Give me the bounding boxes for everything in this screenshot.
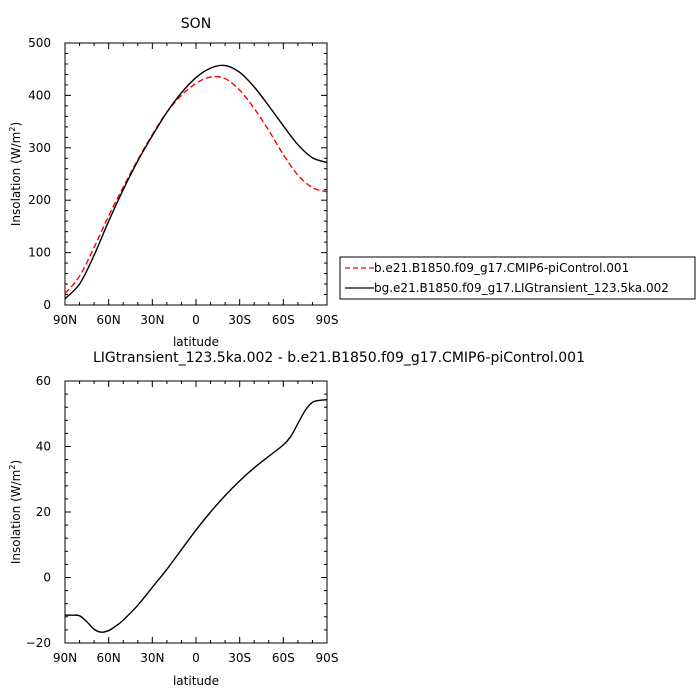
bottom-x-tick-label: 30N <box>140 651 164 665</box>
top-x-tick-label: 60S <box>272 313 295 327</box>
top-series-line-1 <box>64 64 328 300</box>
top-y-tick-label: 100 <box>28 246 51 260</box>
bottom-y-tick-label: 60 <box>36 374 51 388</box>
top-y-tick-label: 0 <box>43 298 51 312</box>
bottom-x-tick-label: 30S <box>228 651 251 665</box>
bottom-y-tick-label: 40 <box>36 440 51 454</box>
svg-text:Insolation (W/m2): Insolation (W/m2) <box>8 460 23 564</box>
bottom-y-axis-label-sup: 2 <box>8 465 17 470</box>
top-x-axis-label: latitude <box>173 335 219 349</box>
bottom-x-tick-label: 60S <box>272 651 295 665</box>
top-y-tick-label: 300 <box>28 141 51 155</box>
top-plot-frame <box>64 42 328 306</box>
top-series-line-0 <box>64 75 328 294</box>
legend-box <box>339 256 696 300</box>
bottom-y-axis-label: Insolation (W/m2) <box>8 460 23 564</box>
bottom-x-axis-label: latitude <box>173 674 219 688</box>
top-y-axis-label-close: ) <box>9 122 23 127</box>
chart-bottom: LIGtransient_123.5ka.002 - b.e21.B1850.f… <box>8 350 585 688</box>
bottom-y-tick-label: 20 <box>36 505 51 519</box>
top-x-tick-label: 0 <box>192 313 200 327</box>
bottom-y-tick-label: −20 <box>26 636 51 650</box>
top-x-tick-label: 90N <box>53 313 77 327</box>
bottom-series-line-0 <box>64 398 328 633</box>
top-y-axis-label-sup: 2 <box>8 127 17 132</box>
bottom-chart-title: LIGtransient_123.5ka.002 - b.e21.B1850.f… <box>93 350 585 366</box>
top-series-group <box>64 64 328 300</box>
bottom-x-tick-label: 90N <box>53 651 77 665</box>
top-y-axis-label-main: Insolation (W/m <box>9 132 23 227</box>
top-y-tick-label: 400 <box>28 88 51 102</box>
top-x-tick-label: 60N <box>97 313 121 327</box>
bottom-y-axis-label-close: ) <box>9 460 23 465</box>
top-tick-group: 90N 60N 30N 0 30S 60S 90S 0 100 200 300 400 500 <box>28 36 338 327</box>
bottom-y-tick-label: 0 <box>43 571 51 585</box>
legend-label-LIGtransient: bg.e21.B1850.f09_g17.LIGtransient_123.5k… <box>374 281 669 295</box>
svg-text:Insolation (W/m2): Insolation (W/m2) <box>8 122 23 226</box>
chart-top: SON Insolation (W/m2) latitude 90N 60N 30N… <box>8 16 338 349</box>
bottom-x-tick-label: 60N <box>97 651 121 665</box>
legend-label-piControl: b.e21.B1850.f09_g17.CMIP6-piControl.001 <box>374 261 629 275</box>
legend: b.e21.B1850.f09_g17.CMIP6-piControl.001 … <box>339 256 696 300</box>
top-x-tick-label: 30S <box>228 313 251 327</box>
top-y-tick-label: 200 <box>28 193 51 207</box>
top-x-tick-label: 30N <box>140 313 164 327</box>
bottom-x-tick-label: 0 <box>192 651 200 665</box>
bottom-tick-group: 90N 60N 30N 0 30S 60S 90S −20 0 20 40 60 <box>26 374 339 665</box>
top-x-tick-label: 90S <box>316 313 339 327</box>
top-chart-title: SON <box>181 16 211 32</box>
bottom-plot-frame <box>64 380 328 644</box>
top-y-axis-label: Insolation (W/m2) <box>8 122 23 226</box>
bottom-series-group <box>64 398 328 633</box>
top-y-tick-label: 500 <box>28 36 51 50</box>
bottom-x-tick-label: 90S <box>316 651 339 665</box>
bottom-y-axis-label-main: Insolation (W/m <box>9 470 23 565</box>
